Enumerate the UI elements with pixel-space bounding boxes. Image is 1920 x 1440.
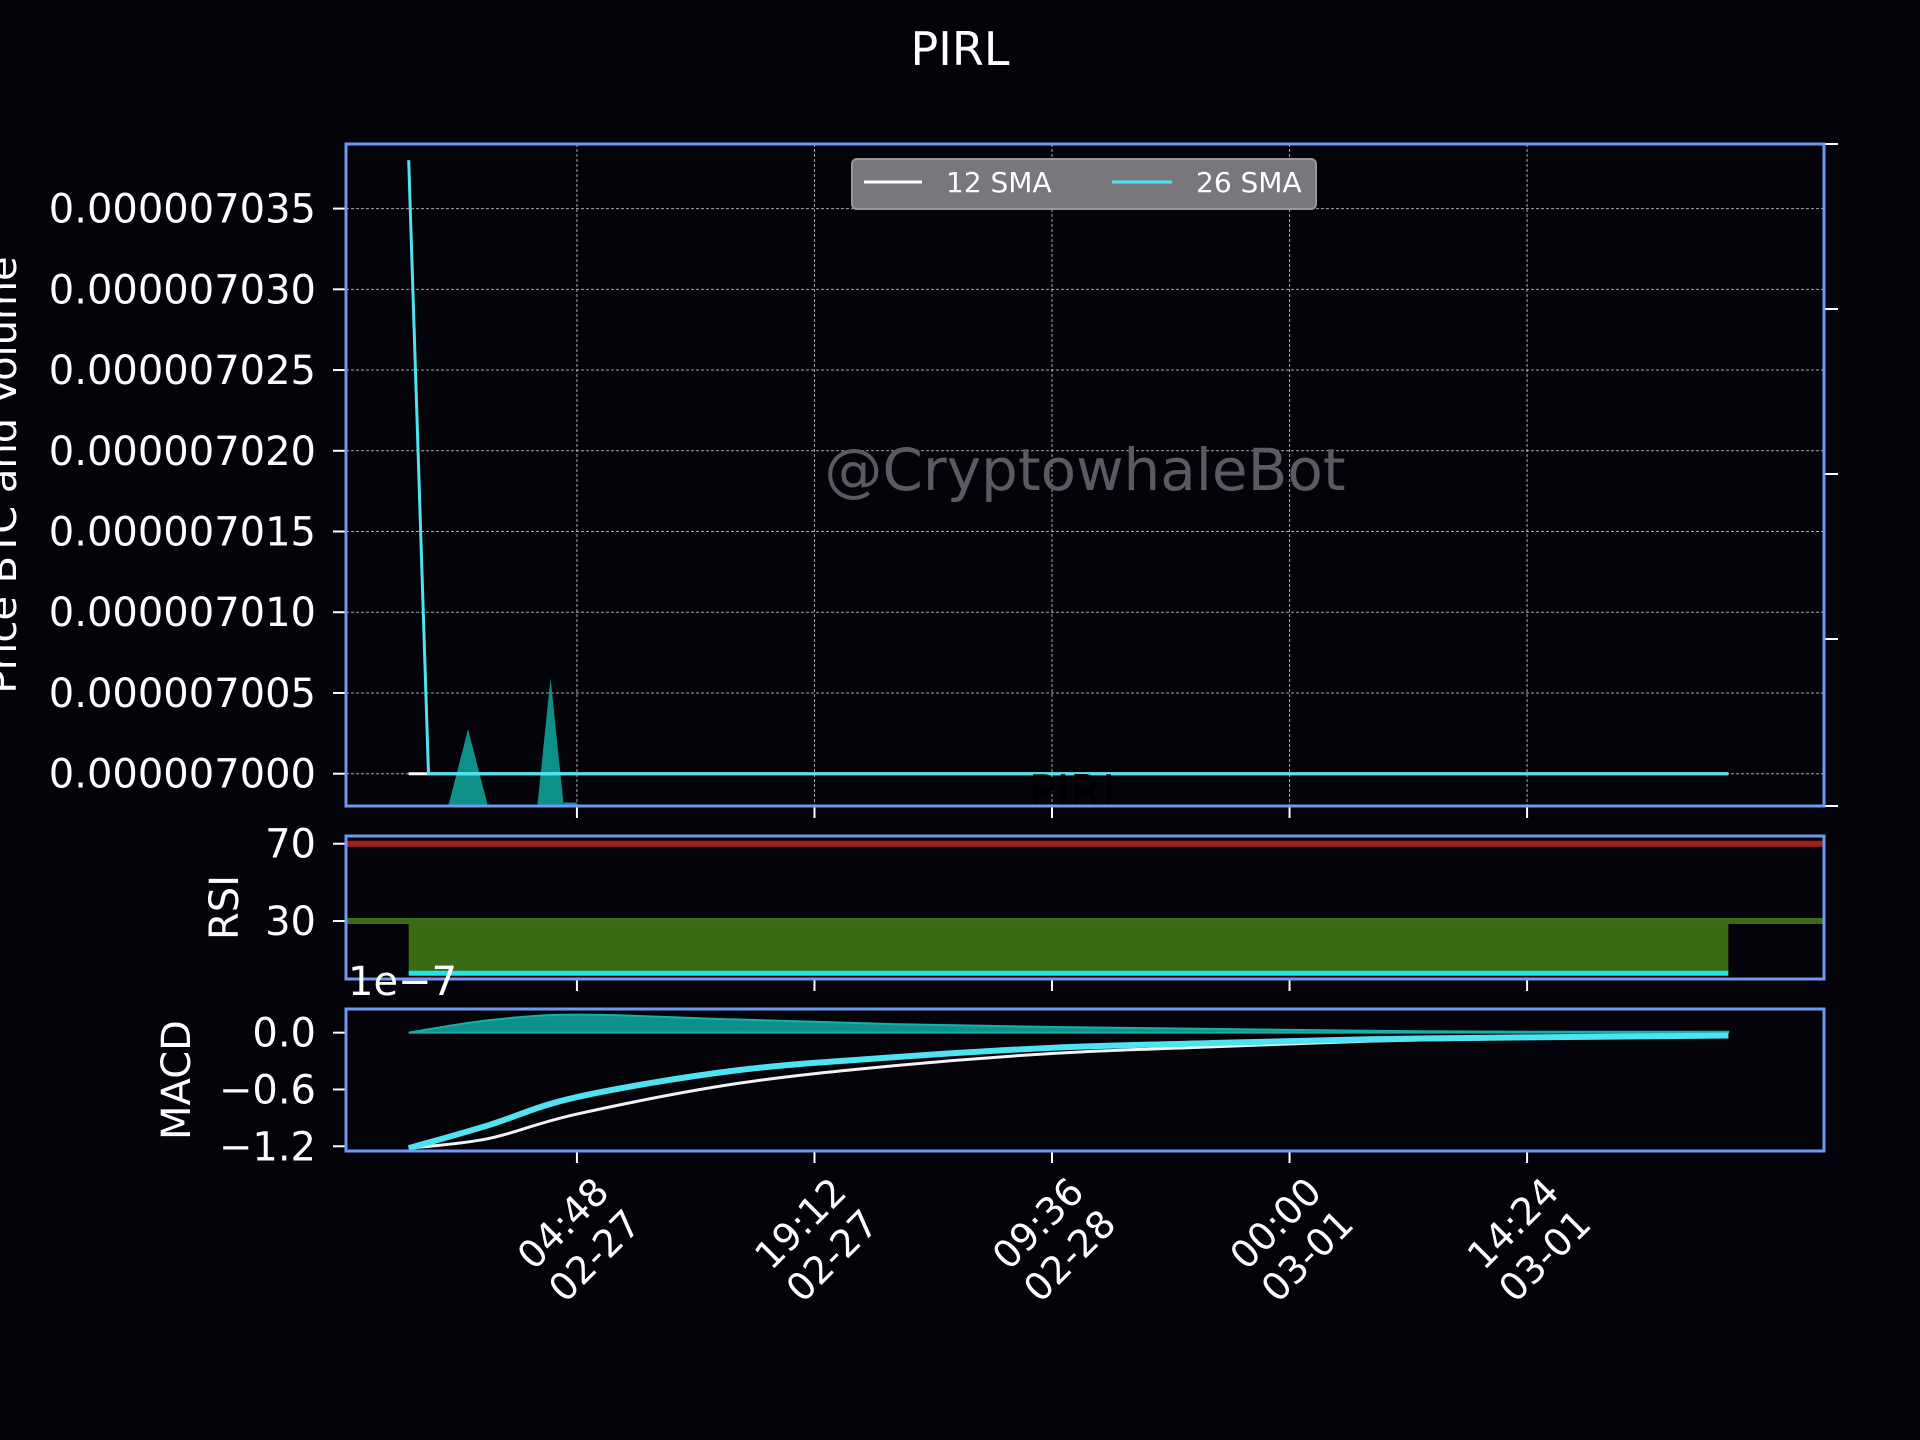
macd-panel-frame <box>344 1007 1826 1153</box>
price-tick-label: 0.000007010 <box>49 590 316 636</box>
legend-label-26sma: 26 SMA <box>1196 166 1302 199</box>
price-tick-label: 0.000007000 <box>49 752 316 798</box>
price-ylabel: Price BTC and Volume <box>0 256 26 693</box>
price-tick-label: 0.000007015 <box>49 510 316 556</box>
price-tick-label: 0.000007020 <box>49 429 316 475</box>
price-tick-label: 0.000007005 <box>49 671 316 717</box>
macd-tick-label: −1.2 <box>219 1124 316 1170</box>
chart-title: PIRL <box>910 22 1010 76</box>
macd-signal-line <box>407 1032 1729 1152</box>
sma26-line <box>407 160 1729 776</box>
macd-histogram <box>408 1013 1730 1034</box>
macd-tick-label: −0.6 <box>219 1067 316 1113</box>
legend-label-12sma: 12 SMA <box>946 166 1052 199</box>
volume-area <box>537 678 564 806</box>
overlay-title: PIRL <box>1029 765 1128 819</box>
price-tick-label: 0.000007030 <box>49 267 316 313</box>
price-panel-frame <box>344 142 1826 808</box>
macd-ylabel: MACD <box>154 1020 200 1140</box>
price-tick-label: 0.000007025 <box>49 348 316 394</box>
macd-tick-label: 0.0 <box>252 1011 316 1057</box>
rsi-ylabel: RSI <box>202 875 248 940</box>
volume-area <box>448 729 488 806</box>
price-tick-label: 0.000007035 <box>49 187 316 233</box>
watermark: @CryptowhaleBot <box>824 436 1345 504</box>
legend-box <box>851 158 1317 210</box>
rsi-tick-label: 30 <box>265 899 316 945</box>
macd-offset-text: 1e−7 <box>348 959 457 1005</box>
rsi-panel-frame <box>344 834 1826 981</box>
rsi-fill <box>408 919 1729 974</box>
rsi-tick-label: 70 <box>265 822 316 868</box>
